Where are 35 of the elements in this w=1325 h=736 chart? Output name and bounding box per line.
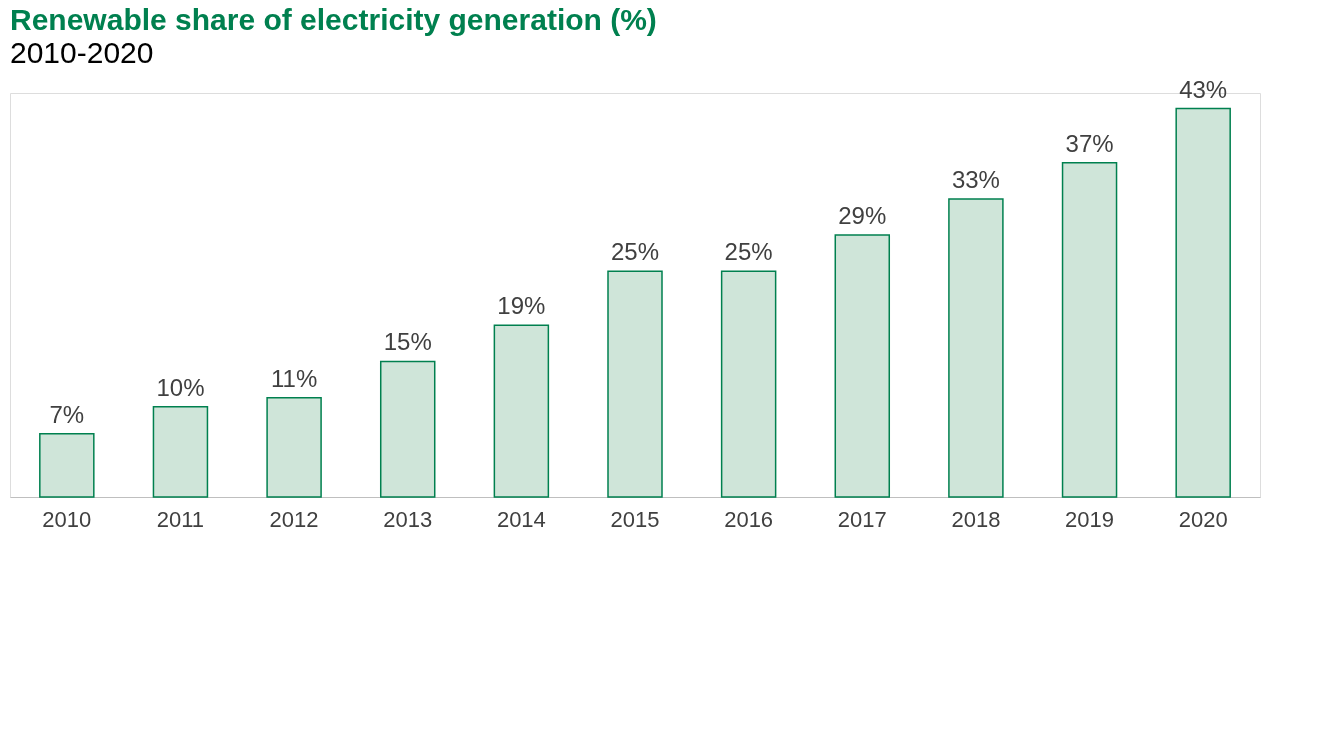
chart-title: Renewable share of electricity generation (%) xyxy=(10,2,657,36)
data-label: 33% xyxy=(951,165,1000,193)
bar xyxy=(948,198,1004,498)
x-tick-label: 2017 xyxy=(837,506,887,532)
data-label: 10% xyxy=(156,373,205,401)
bar xyxy=(39,433,95,498)
bar xyxy=(152,405,209,498)
data-label: 11% xyxy=(270,364,318,392)
bar xyxy=(493,324,550,498)
x-tick-label: 2011 xyxy=(156,506,205,532)
chart-subtitle: 2010-2020 xyxy=(10,35,154,69)
bar xyxy=(266,396,322,498)
x-tick-label: 2012 xyxy=(269,506,319,532)
x-tick-label: 2018 xyxy=(951,506,1001,532)
x-tick-label: 2014 xyxy=(496,506,546,532)
bar xyxy=(1061,161,1118,498)
data-label: 15% xyxy=(383,328,432,356)
bar xyxy=(1175,107,1231,498)
data-label: 43% xyxy=(1179,75,1228,103)
bar xyxy=(607,270,663,498)
data-label: 29% xyxy=(838,202,887,230)
data-label: 19% xyxy=(497,292,546,320)
data-label: 25% xyxy=(724,238,773,266)
x-tick-label: 2015 xyxy=(610,506,660,532)
x-tick-label: 2016 xyxy=(724,506,774,532)
x-tick-label: 2013 xyxy=(383,506,433,532)
data-label: 37% xyxy=(1065,129,1114,157)
x-tick-label: 2020 xyxy=(1178,506,1228,532)
bar xyxy=(720,270,777,498)
bar xyxy=(834,234,891,498)
bar xyxy=(379,360,436,498)
data-label: 25% xyxy=(610,238,660,266)
x-tick-label: 2019 xyxy=(1065,506,1115,532)
x-tick-label: 2010 xyxy=(42,506,92,532)
data-label: 7% xyxy=(49,400,85,428)
